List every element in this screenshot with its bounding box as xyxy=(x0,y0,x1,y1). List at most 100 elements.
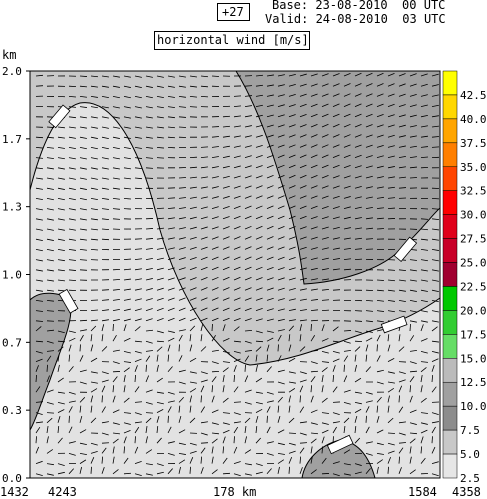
wind-arrow xyxy=(420,249,428,251)
wind-arrow xyxy=(123,136,131,139)
wind-arrow xyxy=(332,73,340,77)
wind-arrow xyxy=(387,456,391,464)
colorbar-swatch xyxy=(442,166,458,191)
wind-arrow xyxy=(222,205,230,209)
wind-arrow xyxy=(420,412,428,414)
wind-arrow xyxy=(354,415,358,423)
wind-arrow xyxy=(255,104,263,107)
wind-arrow xyxy=(46,449,54,454)
wind-arrow xyxy=(409,469,416,475)
wind-arrow xyxy=(420,146,428,148)
wind-arrow xyxy=(299,246,307,250)
wind-arrow xyxy=(101,289,110,291)
wind-arrow xyxy=(332,278,341,281)
wind-arrow xyxy=(211,146,219,148)
wind-arrow xyxy=(288,298,296,301)
wind-arrow xyxy=(431,461,439,464)
colorbar-swatch xyxy=(442,262,458,287)
wind-arrow xyxy=(101,346,108,352)
wind-arrow xyxy=(189,196,197,199)
wind-arrow xyxy=(101,75,109,78)
wind-arrow xyxy=(101,126,109,129)
wind-arrow xyxy=(244,307,252,311)
wind-arrow xyxy=(101,395,103,403)
wind-arrow xyxy=(46,157,54,160)
wind-arrow xyxy=(244,155,252,158)
wind-arrow xyxy=(431,386,437,393)
wind-arrow xyxy=(35,157,43,159)
wind-arrow xyxy=(321,288,329,291)
wind-arrow xyxy=(431,300,439,303)
wind-arrow xyxy=(343,463,351,466)
wind-arrow xyxy=(409,310,417,313)
wind-arrow xyxy=(101,421,109,424)
wind-arrow xyxy=(178,466,181,474)
wind-arrow xyxy=(101,324,105,332)
wind-arrow xyxy=(310,323,312,332)
wind-arrow xyxy=(376,466,379,474)
wind-arrow xyxy=(409,73,417,77)
wind-arrow xyxy=(343,417,350,424)
wind-arrow xyxy=(332,268,340,271)
wind-arrow xyxy=(277,453,285,455)
wind-arrow xyxy=(244,463,252,466)
wind-arrow xyxy=(79,329,87,332)
wind-arrow xyxy=(431,73,439,77)
wind-arrow xyxy=(310,73,318,77)
wind-arrow xyxy=(288,215,296,220)
wind-arrow xyxy=(123,436,127,444)
wind-arrow xyxy=(431,473,439,477)
wind-arrow xyxy=(398,385,403,393)
wind-arrow xyxy=(233,436,235,444)
wind-arrow xyxy=(145,318,153,322)
wind-arrow xyxy=(233,115,241,118)
wind-arrow xyxy=(343,154,351,158)
wind-arrow xyxy=(189,325,196,332)
wind-arrow xyxy=(90,116,98,119)
wind-arrow xyxy=(57,147,65,149)
wind-arrow xyxy=(134,358,142,362)
wind-arrow xyxy=(244,355,250,362)
wind-arrow xyxy=(409,370,418,373)
wind-arrow xyxy=(233,351,241,354)
wind-arrow xyxy=(277,144,285,148)
wind-arrow xyxy=(167,307,175,311)
wind-arrow xyxy=(134,436,136,444)
wind-arrow xyxy=(79,85,88,88)
wind-arrow xyxy=(409,335,415,342)
wind-arrow xyxy=(398,346,405,352)
colorbar-label: 2.5 xyxy=(460,472,480,485)
colorbar-label: 30.0 xyxy=(460,209,487,222)
wind-arrow xyxy=(431,426,436,434)
wind-arrow xyxy=(189,371,197,374)
wind-arrow xyxy=(178,453,186,455)
wind-arrow xyxy=(189,405,192,413)
wind-arrow xyxy=(112,177,120,180)
wind-arrow xyxy=(211,349,219,352)
wind-arrow xyxy=(145,258,153,260)
wind-arrow xyxy=(156,267,164,271)
wind-arrow xyxy=(387,334,390,342)
wind-arrow xyxy=(387,124,395,128)
wind-arrow xyxy=(233,215,241,220)
wind-arrow xyxy=(398,83,406,87)
wind-arrow xyxy=(57,157,65,160)
wind-arrow xyxy=(310,278,318,281)
wind-arrow xyxy=(167,75,175,78)
wind-arrow xyxy=(200,456,203,464)
wind-arrow xyxy=(167,330,175,333)
wind-arrow xyxy=(101,406,106,413)
wind-arrow xyxy=(189,388,197,393)
wind-arrow xyxy=(354,437,361,444)
wind-arrow xyxy=(211,456,214,464)
wind-arrow xyxy=(277,459,285,464)
wind-arrow xyxy=(145,473,153,476)
wind-arrow xyxy=(200,256,208,260)
wind-arrow xyxy=(90,325,97,332)
wind-arrow xyxy=(68,106,77,108)
wind-arrow xyxy=(321,144,329,148)
wind-arrow xyxy=(46,350,55,352)
wind-arrow xyxy=(233,426,239,434)
wind-arrow xyxy=(101,208,109,210)
wind-arrow xyxy=(68,441,76,444)
